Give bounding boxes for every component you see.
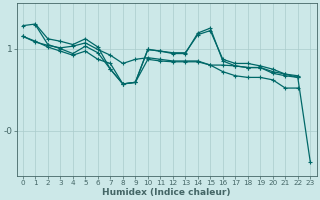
X-axis label: Humidex (Indice chaleur): Humidex (Indice chaleur) [102,188,231,197]
